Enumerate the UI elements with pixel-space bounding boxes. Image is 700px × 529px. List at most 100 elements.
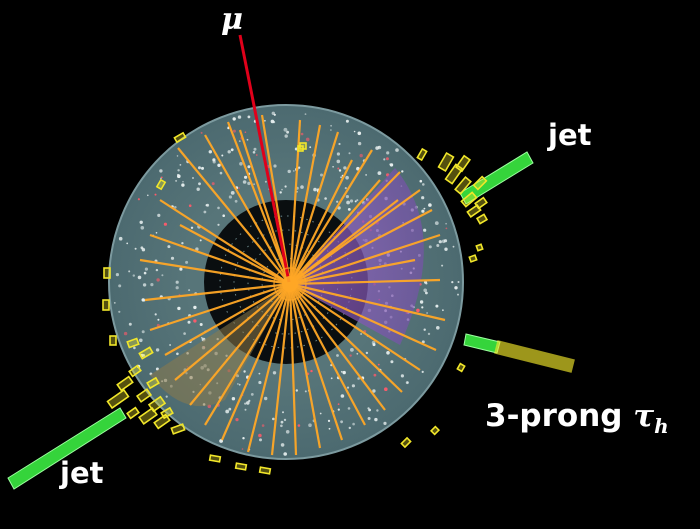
primary-vertex: [282, 276, 298, 292]
track: [288, 131, 340, 285]
hit-dot: [118, 284, 122, 288]
hit-dot: [264, 396, 268, 401]
hit-dot: [181, 242, 184, 245]
hit-dot: [360, 333, 362, 335]
hit-dot: [300, 132, 304, 136]
hit-dot: [155, 348, 160, 352]
hit-dot: [212, 160, 216, 164]
hit-dot: [344, 187, 347, 190]
track: [139, 258, 291, 286]
hit-dot: [345, 195, 349, 199]
hit-dot: [142, 283, 147, 287]
hit-dot: [219, 171, 223, 175]
hit-dot: [347, 208, 351, 211]
hit-dot: [332, 166, 334, 168]
hit-dot: [451, 281, 454, 284]
calorimeter-tower: [138, 346, 154, 360]
hit-dot: [419, 179, 423, 183]
vertex-ring: [273, 267, 307, 301]
track: [144, 282, 291, 302]
hit-dot: [169, 344, 172, 346]
track: [289, 209, 433, 285]
hit-dot: [385, 157, 389, 161]
hit-dot: [377, 171, 382, 176]
hit-dot: [242, 180, 247, 184]
hit-dot: [384, 387, 388, 392]
hit-dot: [188, 289, 191, 292]
hit-dot: [282, 411, 284, 414]
track: [246, 283, 292, 453]
hit-dot: [264, 180, 267, 183]
hit-dot: [273, 113, 276, 116]
hit-dot: [330, 124, 332, 127]
hit-dot: [297, 424, 301, 427]
hit-dot: [231, 397, 236, 401]
hit-dot: [454, 286, 458, 290]
hit-dot: [115, 273, 119, 277]
hit-dot: [242, 437, 245, 440]
hit-dot: [141, 298, 145, 302]
hit-dot: [349, 199, 354, 203]
hit-dot: [350, 348, 354, 352]
hit-dot: [255, 154, 258, 156]
hit-dot: [353, 130, 356, 133]
hit-dot: [423, 207, 426, 210]
calorimeter-tower: [454, 175, 472, 196]
track: [159, 199, 291, 285]
hit-dot: [309, 146, 312, 149]
hit-dot: [287, 169, 291, 174]
hit-dot: [283, 127, 288, 132]
hit-dot: [421, 209, 425, 213]
hit-dot: [258, 433, 262, 438]
hit-dot: [181, 183, 185, 187]
tau-label-symbol: τ: [633, 398, 655, 434]
hit-dot: [386, 351, 390, 355]
calorimeter-tower: [475, 243, 484, 252]
hit-dot: [155, 232, 158, 234]
hit-dot: [337, 167, 340, 170]
hit-dot: [365, 351, 369, 355]
hit-dot: [390, 360, 394, 364]
hit-dot: [395, 148, 399, 152]
calorimeter-tower: [416, 147, 428, 162]
hit-dot: [199, 239, 202, 242]
hit-dot: [183, 332, 186, 335]
hit-dot: [457, 293, 459, 296]
hit-dot: [140, 226, 145, 230]
hit-dot: [319, 412, 322, 415]
calorimeter-tower: [475, 213, 489, 225]
hit-dot: [185, 260, 189, 264]
hit-dot: [132, 274, 135, 277]
track: [289, 179, 381, 285]
calorimeter-tower: [455, 154, 471, 173]
hit-dot: [246, 401, 250, 405]
hit-dot: [227, 150, 231, 154]
hit-dot: [179, 267, 183, 271]
calorimeter-tower: [170, 423, 186, 435]
hit-dot: [133, 346, 136, 350]
hit-dot: [139, 338, 143, 343]
calorimeter-tower: [472, 175, 488, 191]
hit-dot: [279, 191, 282, 194]
track: [289, 171, 401, 285]
hit-dot: [217, 223, 220, 226]
hit-dot: [436, 244, 440, 247]
hit-dot: [342, 370, 346, 375]
hit-dot: [285, 430, 290, 434]
hit-dot: [143, 271, 147, 275]
hit-dot: [346, 200, 350, 205]
hit-dot: [244, 408, 247, 411]
hit-dot: [156, 278, 160, 282]
calorimeter-tower: [106, 388, 130, 410]
hit-dot: [423, 288, 428, 293]
calorimeter-tower: [138, 407, 158, 425]
hit-dot: [349, 354, 352, 357]
hit-dot: [128, 322, 132, 326]
hit-dot: [386, 151, 390, 155]
hit-dot: [313, 187, 317, 192]
hit-dot: [163, 222, 167, 226]
hit-dot: [238, 383, 241, 386]
hit-dot: [118, 310, 121, 313]
hit-dot: [235, 418, 239, 422]
